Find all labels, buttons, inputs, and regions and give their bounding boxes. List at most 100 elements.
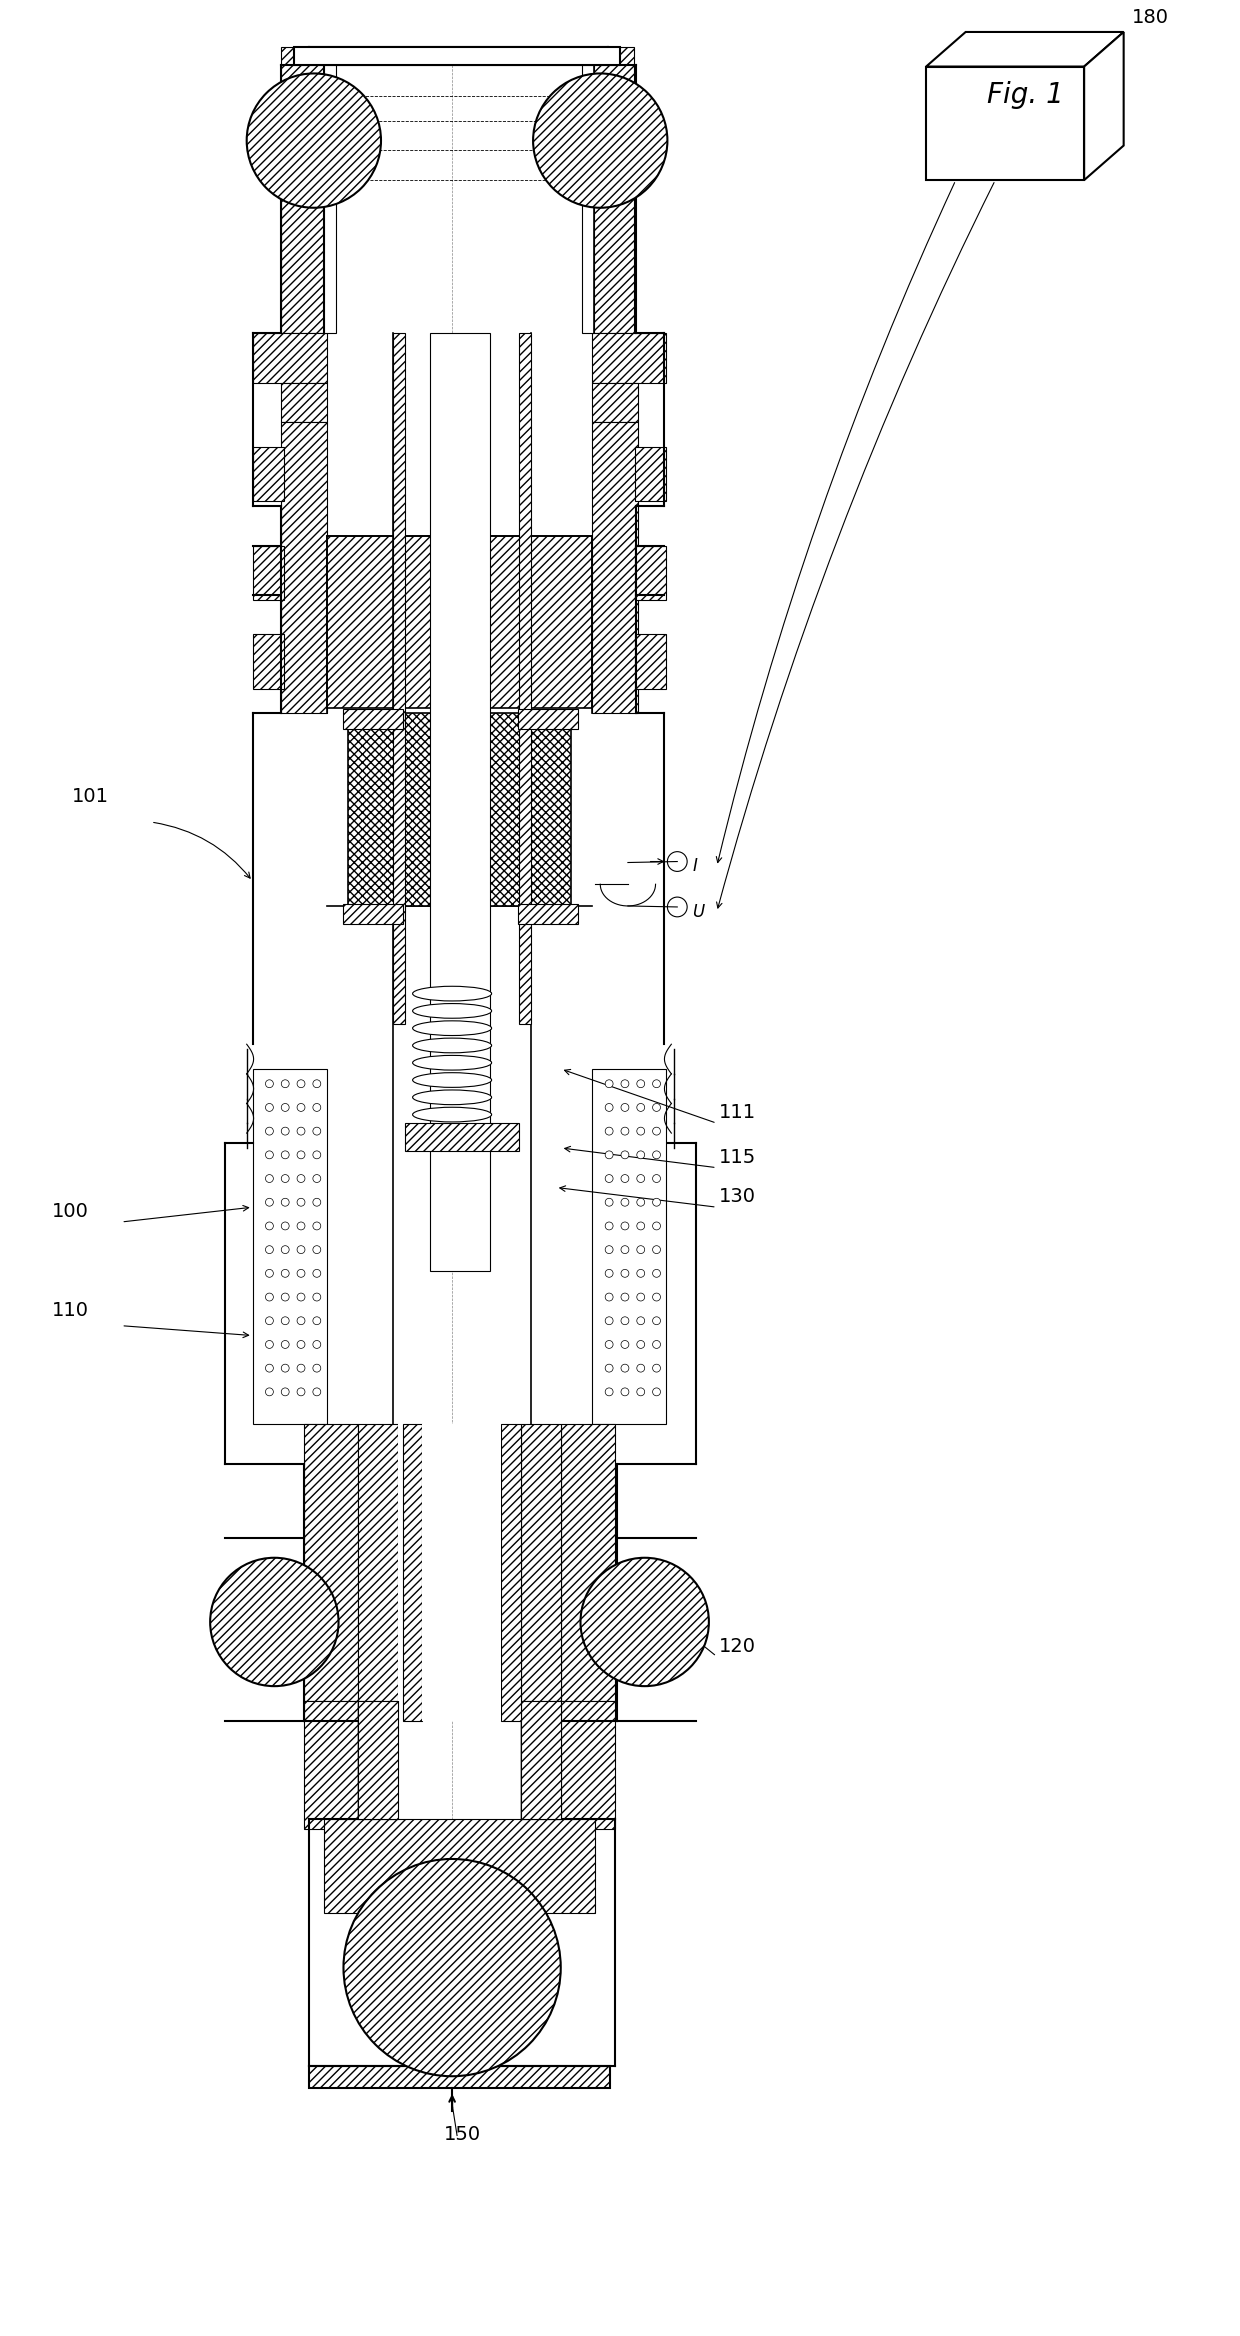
- Circle shape: [605, 1152, 613, 1159]
- Circle shape: [652, 1152, 661, 1159]
- Circle shape: [312, 1222, 321, 1229]
- Circle shape: [281, 1318, 289, 1325]
- Ellipse shape: [667, 897, 687, 916]
- Circle shape: [265, 1128, 273, 1135]
- Circle shape: [298, 1318, 305, 1325]
- Bar: [521, 1425, 560, 1701]
- Ellipse shape: [413, 986, 491, 1000]
- Ellipse shape: [413, 1056, 491, 1070]
- Circle shape: [652, 1294, 661, 1301]
- Bar: [593, 1070, 666, 1425]
- Circle shape: [637, 1198, 645, 1205]
- Circle shape: [298, 1388, 305, 1397]
- Circle shape: [281, 1388, 289, 1397]
- Ellipse shape: [413, 1004, 491, 1018]
- Bar: [294, 47, 620, 65]
- Circle shape: [605, 1198, 613, 1205]
- Text: I: I: [692, 857, 697, 876]
- Circle shape: [265, 1268, 273, 1278]
- Circle shape: [605, 1268, 613, 1278]
- Polygon shape: [358, 1701, 398, 1820]
- Ellipse shape: [210, 1558, 339, 1687]
- Bar: [520, 334, 531, 1026]
- Circle shape: [298, 1364, 305, 1371]
- Circle shape: [637, 1318, 645, 1325]
- Text: 100: 100: [52, 1203, 89, 1222]
- Circle shape: [621, 1388, 629, 1397]
- Circle shape: [265, 1222, 273, 1229]
- Circle shape: [265, 1198, 273, 1205]
- Polygon shape: [1084, 33, 1123, 180]
- Bar: [593, 47, 634, 334]
- Circle shape: [265, 1103, 273, 1112]
- Bar: [521, 1701, 560, 1820]
- Circle shape: [621, 1079, 629, 1089]
- Circle shape: [312, 1103, 321, 1112]
- Ellipse shape: [413, 1107, 491, 1121]
- Text: 111: 111: [719, 1103, 756, 1121]
- Bar: [358, 1425, 398, 1701]
- Bar: [343, 904, 403, 923]
- Text: 180: 180: [1132, 7, 1168, 28]
- Circle shape: [265, 1079, 273, 1089]
- Circle shape: [621, 1341, 629, 1348]
- Bar: [253, 1070, 326, 1425]
- Circle shape: [652, 1079, 661, 1089]
- Circle shape: [312, 1341, 321, 1348]
- Ellipse shape: [667, 853, 687, 871]
- Ellipse shape: [413, 1037, 491, 1054]
- Bar: [583, 47, 594, 334]
- Circle shape: [652, 1364, 661, 1371]
- Bar: [518, 710, 578, 729]
- Circle shape: [281, 1294, 289, 1301]
- Circle shape: [265, 1294, 273, 1301]
- Text: 150: 150: [444, 2126, 481, 2144]
- Bar: [560, 1701, 615, 1829]
- Circle shape: [312, 1268, 321, 1278]
- Circle shape: [265, 1388, 273, 1397]
- Circle shape: [652, 1175, 661, 1182]
- Circle shape: [281, 1128, 289, 1135]
- Bar: [593, 383, 637, 423]
- Circle shape: [652, 1388, 661, 1397]
- Bar: [358, 1701, 398, 1820]
- Circle shape: [637, 1364, 645, 1371]
- Circle shape: [621, 1268, 629, 1278]
- Circle shape: [621, 1318, 629, 1325]
- Circle shape: [265, 1364, 273, 1371]
- Circle shape: [312, 1128, 321, 1135]
- Circle shape: [312, 1079, 321, 1089]
- Ellipse shape: [533, 72, 667, 208]
- Circle shape: [281, 1079, 289, 1089]
- Circle shape: [637, 1388, 645, 1397]
- Circle shape: [298, 1294, 305, 1301]
- Circle shape: [637, 1128, 645, 1135]
- Bar: [593, 334, 666, 383]
- Circle shape: [281, 1152, 289, 1159]
- Circle shape: [637, 1341, 645, 1348]
- Circle shape: [605, 1128, 613, 1135]
- Ellipse shape: [580, 1558, 709, 1687]
- Circle shape: [637, 1103, 645, 1112]
- Circle shape: [621, 1364, 629, 1371]
- Bar: [281, 383, 326, 423]
- Circle shape: [652, 1245, 661, 1254]
- Circle shape: [298, 1198, 305, 1205]
- Ellipse shape: [343, 1859, 560, 2077]
- Circle shape: [605, 1294, 613, 1301]
- Circle shape: [621, 1128, 629, 1135]
- Circle shape: [621, 1294, 629, 1301]
- Circle shape: [605, 1318, 613, 1325]
- Circle shape: [312, 1388, 321, 1397]
- Circle shape: [281, 1245, 289, 1254]
- Circle shape: [605, 1103, 613, 1112]
- Circle shape: [312, 1245, 321, 1254]
- Circle shape: [605, 1175, 613, 1182]
- Circle shape: [605, 1364, 613, 1371]
- Circle shape: [637, 1245, 645, 1254]
- Bar: [304, 1425, 358, 1701]
- Circle shape: [621, 1245, 629, 1254]
- Circle shape: [652, 1268, 661, 1278]
- Circle shape: [637, 1222, 645, 1229]
- Circle shape: [265, 1341, 273, 1348]
